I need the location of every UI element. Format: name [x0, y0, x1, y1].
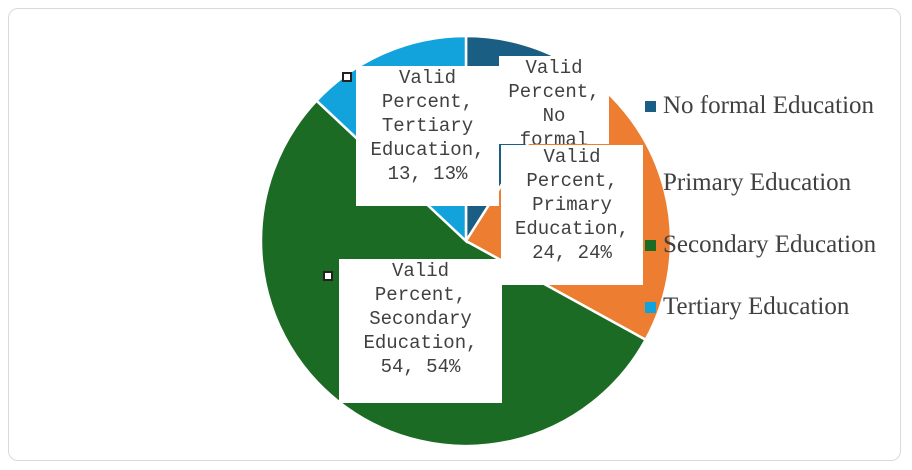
- legend-item-secondary: Secondary Education: [641, 230, 911, 290]
- chart-legend: No formal Education Primary Education Se…: [641, 91, 911, 322]
- legend-label-primary: Primary Education: [663, 169, 852, 196]
- legend-label-no-formal: No formal Education: [663, 92, 875, 119]
- label-anchor-marker-2: [342, 72, 352, 82]
- legend-swatch-no-formal: [645, 101, 656, 112]
- data-label-tertiary: Valid Percent, Tertiary Education, 13, 1…: [356, 66, 499, 206]
- legend-label-tertiary: Tertiary Education: [663, 293, 850, 320]
- legend-item-no-formal: No formal Education: [641, 91, 911, 151]
- legend-item-tertiary: Tertiary Education: [641, 292, 911, 322]
- legend-swatch-tertiary: [645, 302, 656, 313]
- legend-swatch-primary: [645, 178, 656, 189]
- data-label-no-formal: Valid Percent, No formal Education, 9, 9…: [499, 56, 609, 144]
- legend-swatch-secondary: [645, 240, 656, 251]
- legend-label-secondary: Secondary Education: [663, 231, 877, 258]
- legend-item-primary: Primary Education: [641, 168, 911, 228]
- chart-card: Valid Percent, No formal Education, 9, 9…: [8, 8, 901, 461]
- label-anchor-marker-1: [323, 271, 333, 281]
- data-label-primary: Valid Percent, Primary Education, 24, 24…: [501, 145, 643, 285]
- data-label-secondary: Valid Percent, Secondary Education, 54, …: [339, 259, 502, 403]
